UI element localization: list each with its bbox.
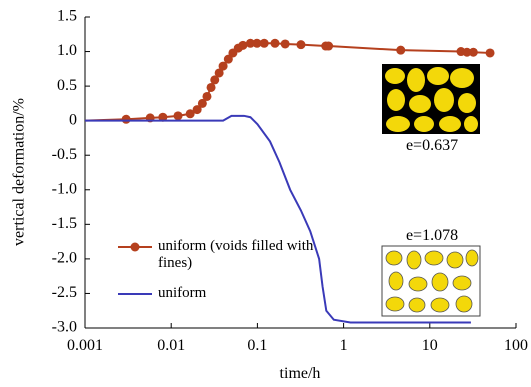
x-tick-label: 100 bbox=[504, 337, 528, 354]
data-point bbox=[192, 105, 202, 115]
y-axis-label: vertical deformation/% bbox=[11, 98, 28, 246]
x-axis-label: time/h bbox=[280, 365, 321, 382]
data-point bbox=[214, 68, 224, 78]
x-tick-label: 0.001 bbox=[67, 337, 103, 354]
data-point bbox=[296, 40, 306, 50]
legend-label: uniform (voids filled with fines) bbox=[158, 238, 314, 271]
y-tick-label: -1.0 bbox=[52, 180, 77, 197]
data-point bbox=[210, 75, 220, 85]
y-tick-label: 1.0 bbox=[57, 42, 77, 59]
y-tick-label: -3.0 bbox=[52, 319, 77, 336]
data-point bbox=[270, 38, 280, 48]
y-tick-label: -0.5 bbox=[52, 146, 77, 163]
x-tick-label: 0.01 bbox=[157, 337, 185, 354]
data-point bbox=[121, 114, 131, 124]
data-point bbox=[197, 98, 207, 108]
data-point bbox=[158, 112, 168, 122]
data-point bbox=[468, 47, 478, 57]
data-point bbox=[396, 45, 406, 55]
data-point bbox=[485, 48, 495, 58]
y-tick-label: 1.5 bbox=[57, 8, 77, 25]
data-point bbox=[238, 40, 248, 50]
data-point bbox=[324, 41, 334, 51]
y-tick-label: 0.5 bbox=[57, 77, 77, 94]
y-tick-label: -2.0 bbox=[52, 250, 77, 267]
legend-label: uniform bbox=[158, 285, 207, 301]
data-point bbox=[173, 111, 183, 121]
data-point bbox=[185, 109, 195, 119]
y-tick-label: 0 bbox=[69, 111, 77, 128]
x-tick-label: 0.1 bbox=[247, 337, 267, 354]
data-point bbox=[218, 61, 228, 71]
annotation: e=0.637 bbox=[406, 137, 458, 154]
data-point bbox=[206, 82, 216, 92]
data-point bbox=[245, 38, 255, 48]
y-tick-label: -1.5 bbox=[52, 215, 77, 232]
data-point bbox=[259, 38, 269, 48]
data-point bbox=[202, 91, 212, 101]
x-tick-label: 1 bbox=[340, 337, 348, 354]
annotation: e=1.078 bbox=[406, 227, 458, 244]
inset-dense bbox=[382, 64, 480, 134]
inset-loose bbox=[381, 245, 481, 317]
series-line bbox=[85, 114, 471, 324]
y-tick-label: -2.5 bbox=[52, 284, 77, 301]
data-point bbox=[462, 47, 472, 57]
x-tick-label: 10 bbox=[422, 337, 438, 354]
data-point bbox=[280, 39, 290, 49]
data-point bbox=[252, 38, 262, 48]
data-point bbox=[223, 54, 233, 64]
legend-swatch bbox=[130, 242, 140, 252]
